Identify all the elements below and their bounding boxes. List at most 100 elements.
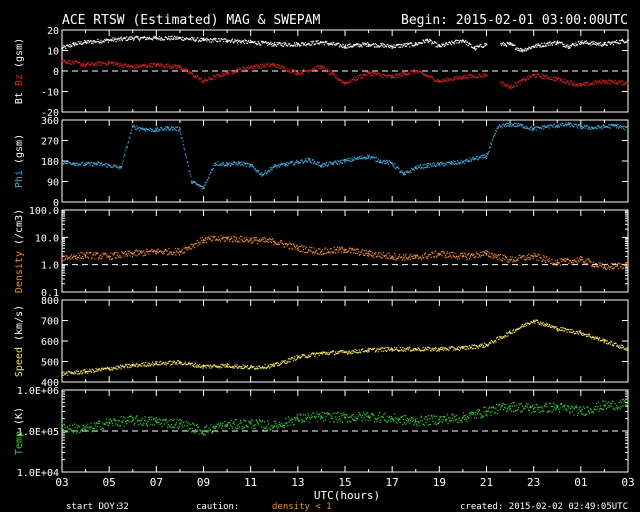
data-point [555,43,557,45]
data-point [77,41,79,43]
data-point [221,38,223,41]
data-point [160,251,162,253]
data-point [350,160,352,162]
data-point [441,43,443,45]
data-point [175,363,177,365]
data-point [536,46,538,48]
data-point [521,78,523,80]
data-point [385,257,387,259]
data-point [611,42,613,44]
data-point [589,128,591,131]
data-point [301,42,303,44]
data-point [106,367,108,370]
data-point [431,43,433,45]
data-point [200,77,202,79]
data-point [468,252,470,254]
data-point [350,157,352,159]
data-point [173,37,175,39]
data-point [392,258,394,260]
data-point [423,41,425,43]
data-point [510,332,512,334]
data-point [500,44,503,46]
data-point [102,252,104,254]
data-point [404,45,406,48]
data-point [97,258,100,260]
data-point [619,263,621,265]
data-point [357,78,359,80]
data-point [168,360,171,362]
data-point [604,41,606,44]
data-point [453,42,455,44]
data-point [323,352,325,354]
data-point [262,174,264,176]
data-point [459,75,461,77]
data-point [260,173,262,175]
data-point [516,84,518,86]
data-point [206,238,208,240]
data-point [168,65,170,67]
data-point [404,350,406,352]
data-point [290,44,292,46]
data-point [574,260,576,262]
data-point [593,40,595,43]
data-point [426,346,428,348]
data-point [129,251,132,253]
data-point [568,259,571,262]
data-point [578,43,581,45]
data-point [188,38,190,40]
data-point [256,243,259,245]
data-point [221,367,223,369]
y-tick-label: 400 [41,378,59,389]
data-point [537,125,539,128]
data-point [560,258,562,260]
data-point [615,81,617,83]
data-point [136,37,139,39]
data-point [539,75,542,78]
data-point [513,260,515,262]
data-point [421,349,423,351]
data-point [354,43,356,46]
data-point [155,253,157,255]
data-point [502,123,504,126]
data-point [307,71,310,73]
data-point [135,363,137,365]
data-point [397,74,399,76]
data-point [436,79,439,81]
data-point [603,342,605,344]
data-point [242,161,244,163]
data-point [384,347,386,349]
data-point [574,85,576,87]
data-point [278,243,280,246]
data-point [345,248,347,251]
data-point [117,365,119,367]
data-point [551,259,553,261]
data-point [107,367,109,369]
data-point [303,43,305,45]
data-point [290,358,292,360]
data-point [107,60,109,62]
data-point [464,41,466,43]
data-point [538,74,540,76]
data-point [259,66,261,68]
data-point [616,264,618,266]
data-point [626,84,628,86]
data-point [162,129,164,131]
data-point [526,323,528,325]
data-point [486,152,488,154]
data-point [244,39,246,41]
data-point [267,169,269,171]
data-point [439,80,442,82]
data-point [514,260,516,262]
data-point [533,73,535,76]
data-point [436,164,438,166]
data-point [210,235,212,237]
data-point [572,332,574,334]
data-point [168,128,171,131]
data-point [611,124,613,127]
data-point [514,122,516,124]
data-point [70,45,73,47]
data-point [226,72,228,75]
data-point [329,70,331,72]
data-point [420,42,422,44]
data-point [392,46,394,48]
